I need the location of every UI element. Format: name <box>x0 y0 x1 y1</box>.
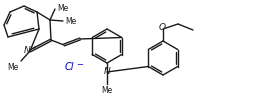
Text: Me: Me <box>8 63 19 71</box>
Text: Cl: Cl <box>64 62 74 72</box>
Text: Me: Me <box>101 86 113 95</box>
Text: Me: Me <box>57 4 68 12</box>
Text: −: − <box>76 60 83 69</box>
Text: +: + <box>32 44 36 50</box>
Text: N: N <box>104 67 110 76</box>
Text: Me: Me <box>65 16 76 26</box>
Text: O: O <box>158 23 166 32</box>
Text: N: N <box>23 46 30 54</box>
